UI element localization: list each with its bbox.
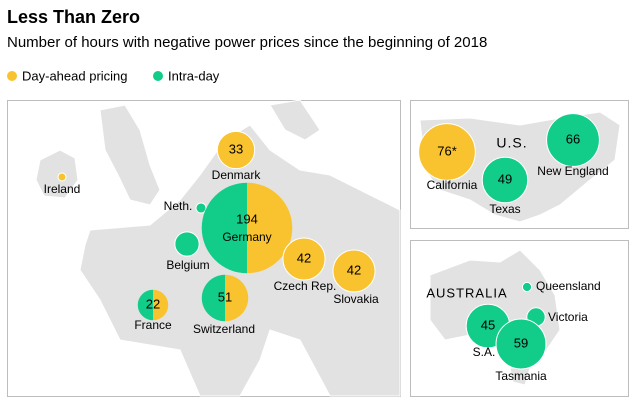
bubble — [495, 318, 547, 370]
title: Less Than Zero — [7, 7, 140, 27]
value-label: 42 — [297, 250, 311, 265]
land — [269, 99, 321, 141]
bubbles: Ireland 33 Denmark Neth. 194 Germany Belgium 42… — [44, 113, 609, 383]
place-label: Neth. — [164, 199, 193, 213]
legend-label: Day-ahead pricing — [22, 68, 128, 83]
place-label: Germany — [222, 230, 271, 244]
subtitle: Number of hours with negative power pric… — [7, 34, 487, 51]
value-label: 59 — [514, 335, 528, 350]
place-label: Switzerland — [193, 322, 255, 336]
bubble — [332, 249, 376, 293]
bubble — [195, 202, 207, 214]
bubble-half — [225, 274, 249, 322]
place-label: France — [134, 318, 172, 332]
value-label: 33 — [229, 141, 243, 156]
bubble-half — [201, 182, 247, 274]
bubble-half — [201, 274, 225, 322]
bubble — [418, 123, 476, 181]
place-label: Ireland — [44, 182, 81, 196]
bubble — [282, 237, 326, 281]
bubble — [57, 172, 67, 182]
place-label: Denmark — [212, 168, 262, 182]
region-label: AUSTRALIA — [426, 285, 507, 300]
legend-swatch — [7, 71, 17, 81]
place-label: Belgium — [166, 258, 209, 272]
value-label: 45 — [481, 317, 495, 332]
place-label: Czech Rep. — [274, 279, 337, 293]
legend: Day-ahead pricing Intra-day — [7, 68, 220, 83]
place-label: S.A. — [473, 345, 496, 359]
value-label: 49 — [498, 171, 512, 186]
place-label: Victoria — [548, 310, 588, 324]
value-label: 76* — [437, 143, 457, 158]
legend-swatch — [153, 71, 163, 81]
place-label: Queensland — [536, 279, 601, 293]
land — [35, 149, 79, 199]
bubble — [216, 130, 256, 170]
value-label: 66 — [566, 131, 580, 146]
place-label: Slovakia — [333, 292, 379, 306]
place-label: Tasmania — [495, 369, 547, 383]
value-label: 42 — [347, 262, 361, 277]
value-label: 22 — [146, 296, 160, 311]
value-label: 194 — [236, 211, 258, 226]
bubble — [481, 156, 529, 204]
bubble — [174, 231, 200, 257]
value-label: 51 — [218, 289, 232, 304]
bubble — [546, 113, 600, 167]
legend-label: Intra-day — [168, 68, 220, 83]
bubble-half — [247, 182, 293, 274]
land — [99, 104, 161, 206]
region-label: U.S. — [496, 135, 527, 151]
bubble-half — [137, 289, 153, 321]
bubble — [521, 281, 533, 293]
bubble-half — [153, 289, 169, 321]
place-label: California — [427, 178, 478, 192]
place-label: Texas — [489, 202, 520, 216]
place-label: New England — [537, 164, 608, 178]
